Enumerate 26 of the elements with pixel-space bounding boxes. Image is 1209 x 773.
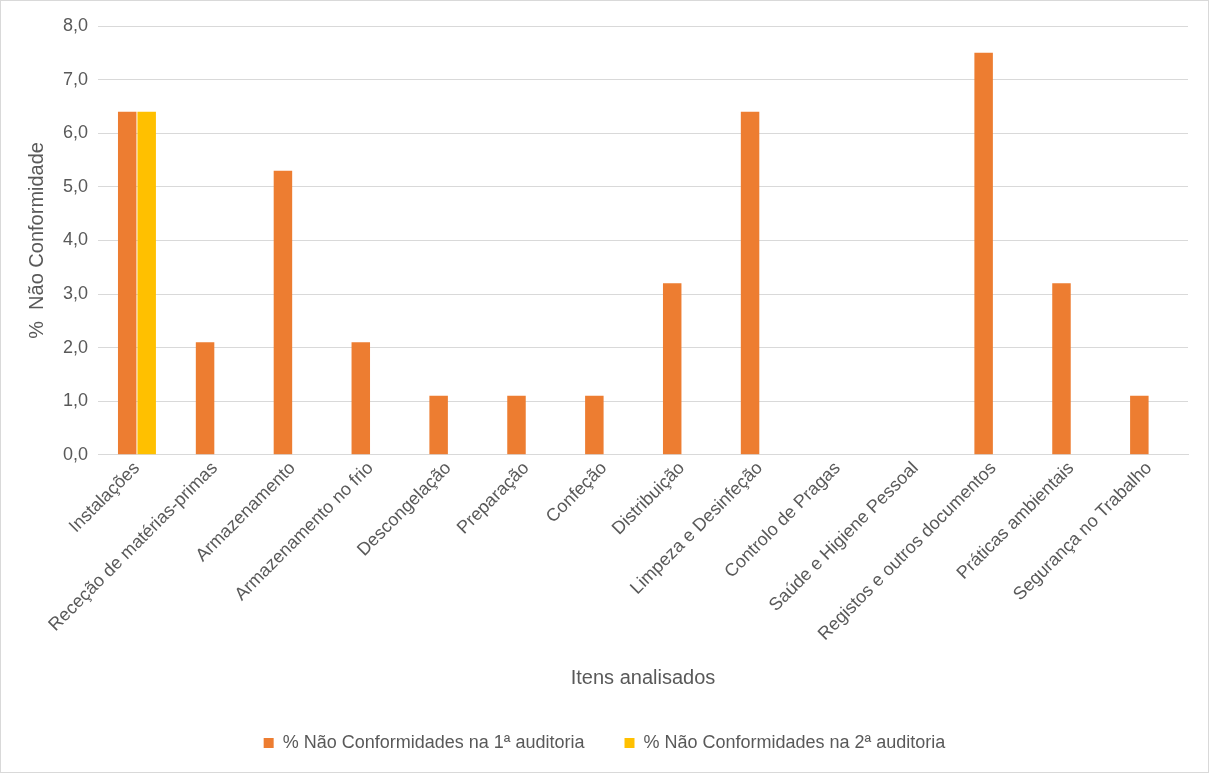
y-tick-label: 3,0 bbox=[62, 282, 89, 303]
bar bbox=[137, 111, 156, 455]
y-axis-title: % Não Conformidade bbox=[24, 142, 47, 339]
legend-label: % Não Conformidades na 1ª auditoria bbox=[282, 731, 586, 752]
bar bbox=[507, 395, 526, 455]
bar bbox=[195, 342, 215, 455]
legend-label: % Não Conformidades na 2ª auditoria bbox=[643, 731, 947, 752]
y-tick-label: 0,0 bbox=[62, 443, 89, 464]
y-tick-label: 4,0 bbox=[62, 229, 89, 250]
bar bbox=[1052, 283, 1071, 455]
y-tick-label: 2,0 bbox=[62, 336, 89, 357]
bar bbox=[740, 111, 760, 455]
y-tick-label: 7,0 bbox=[62, 68, 89, 89]
bar bbox=[351, 342, 371, 455]
bar bbox=[974, 52, 993, 455]
y-tick-label: 8,0 bbox=[62, 14, 89, 35]
bar bbox=[1130, 395, 1149, 455]
bar bbox=[429, 395, 448, 455]
x-axis-title: Itens analisados bbox=[570, 665, 716, 688]
bar bbox=[585, 395, 604, 455]
bar bbox=[117, 111, 137, 455]
y-tick-label: 6,0 bbox=[62, 122, 89, 143]
y-tick-label: 5,0 bbox=[62, 175, 89, 196]
bar bbox=[273, 170, 293, 455]
bar bbox=[662, 283, 682, 455]
y-tick-label: 1,0 bbox=[62, 390, 89, 411]
